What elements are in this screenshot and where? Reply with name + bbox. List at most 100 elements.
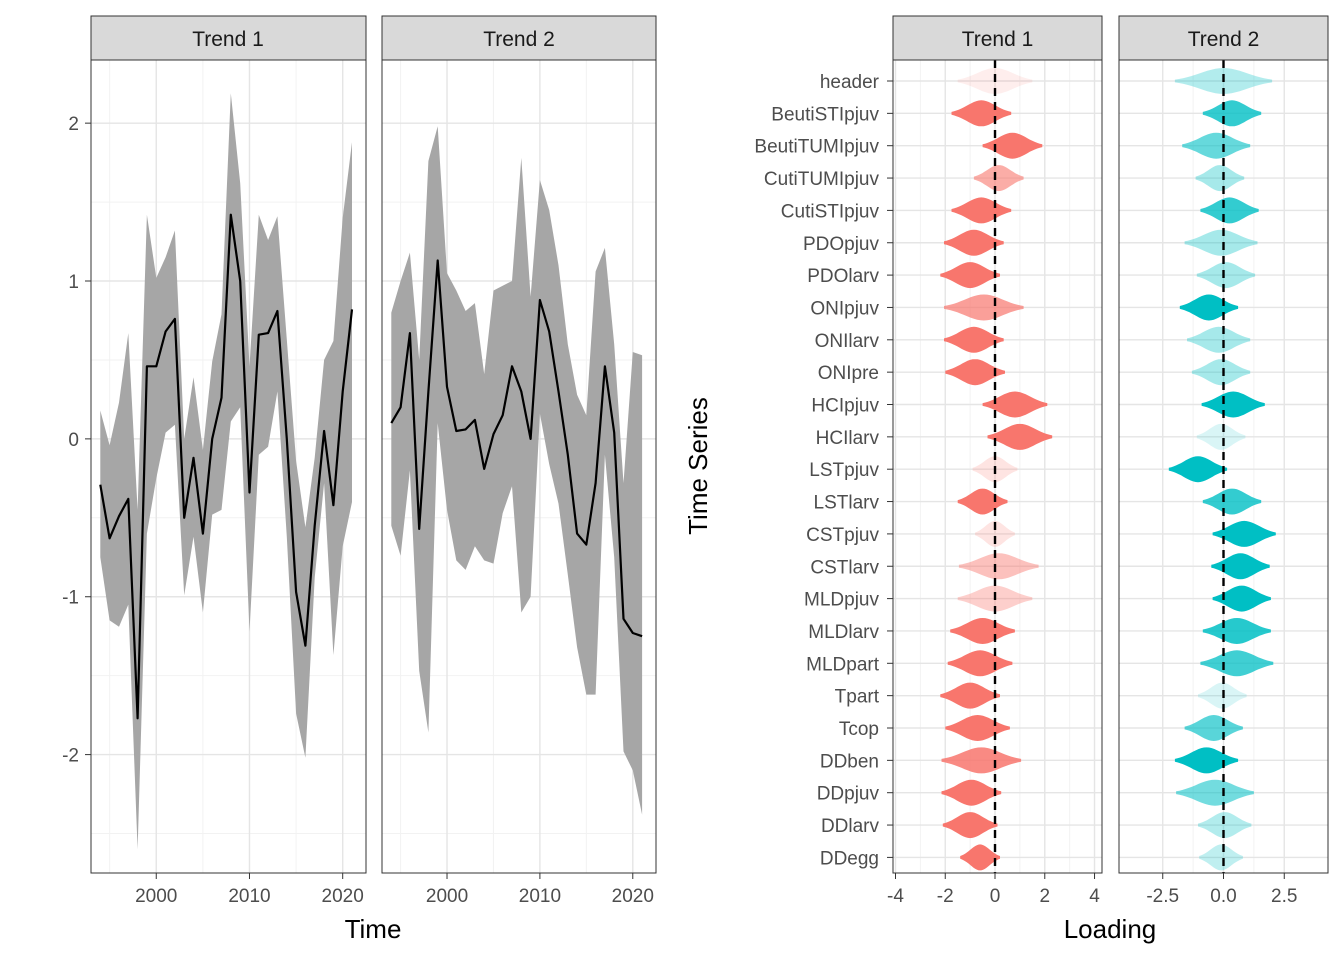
loading-violin-DDpjuv [1176, 779, 1254, 806]
loading-violin-Tpart [940, 682, 1000, 709]
category-label: DDpjuv [817, 784, 880, 805]
category-label: LSTlarv [814, 493, 880, 514]
x-tick-label: -2 [937, 886, 954, 907]
category-label: CutiTUMIpjuv [764, 169, 880, 190]
trends-x-axis-title: Time [345, 914, 402, 944]
loadings-x-axis-title: Loading [1064, 914, 1157, 944]
loading-violin-DDegg [1199, 844, 1243, 871]
loadings-chart: Trend 1 Trend 2 header BeutiSTIpjuv BeutiT… [683, 15, 1329, 944]
loading-violin-CSTpjuv [1212, 520, 1276, 547]
x-tick-label: 2010 [228, 886, 270, 907]
confidence-ribbon [100, 93, 352, 850]
x-tick-label: 0 [990, 886, 1001, 907]
x-tick-label: -4 [887, 886, 904, 907]
loadings-trend2-panel: Trend 2 [1118, 15, 1329, 874]
loadings-trend2-strip-label: Trend 2 [1188, 28, 1260, 51]
loading-violin-CSTlarv [958, 553, 1039, 580]
loading-violin-DDegg [960, 844, 1000, 871]
category-label: MLDpjuv [804, 590, 879, 611]
x-tick-label: 2000 [426, 886, 468, 907]
y-tick-label: 0 [68, 430, 79, 451]
category-label: ONIpre [818, 363, 879, 384]
category-label: CSTlarv [810, 557, 879, 578]
trend2-border [381, 59, 657, 874]
category-label: header [820, 72, 880, 93]
trend-mean-line [390, 259, 643, 638]
category-label: PDOpjuv [803, 234, 880, 255]
loading-violin-BeutiTUMIpjuv [1182, 132, 1251, 159]
x-tick-label: 2020 [322, 886, 364, 907]
loading-violin-DDlarv [942, 812, 998, 839]
loading-violin-MLDpjuv [1212, 585, 1271, 612]
category-label: LSTpjuv [809, 460, 879, 481]
trends-x-axis: 2000 2010 2020 2000 2010 2020 [135, 873, 654, 907]
loading-violin-HCIpjuv [982, 391, 1048, 418]
loading-violin-DDlarv [1198, 812, 1252, 839]
loading-violin-ONIlarv [944, 326, 1004, 353]
category-label: BeutiSTIpjuv [771, 104, 879, 125]
loading-violin-MLDpart [1200, 650, 1274, 677]
x-tick-label: 2020 [612, 886, 654, 907]
category-label: ONIlarv [815, 331, 880, 352]
confidence-ribbon [391, 126, 643, 815]
loading-violin-ONIpre [945, 359, 1005, 386]
loading-violin-ONIlarv [1187, 326, 1251, 353]
loading-violin-HCIlarv [1196, 423, 1246, 450]
loading-violin-CutiTUMIpjuv [973, 165, 1024, 192]
trend2-strip-label: Trend 2 [483, 28, 555, 51]
trend-mean-line [99, 213, 354, 720]
category-label: PDOlarv [807, 266, 879, 287]
category-label: BeutiTUMIpjuv [754, 137, 879, 158]
loadings-trend1-border [892, 59, 1103, 874]
loading-violin-BeutiSTIpjuv [951, 100, 1012, 127]
x-tick-label: 2 [1039, 886, 1050, 907]
loading-violin-PDOlarv [1196, 262, 1256, 289]
y-tick-label: -1 [62, 588, 79, 609]
loading-violin-Tcop [945, 715, 1010, 741]
loading-violin-MLDlarv [1202, 618, 1271, 644]
category-label: MLDlarv [808, 622, 879, 643]
loading-violin-LSTpjuv [1168, 456, 1228, 483]
y-tick-label: 1 [68, 272, 79, 293]
loadings-y-axis: header BeutiSTIpjuv BeutiTUMIpjuv CutiTUMIp… [754, 72, 893, 869]
category-label: CutiSTIpjuv [781, 201, 880, 222]
trend1-border [90, 59, 367, 874]
loading-violin-PDOpjuv [1184, 229, 1258, 256]
y-tick-label: 2 [68, 114, 79, 135]
x-tick-label: 2000 [135, 886, 177, 907]
loadings-trend1-panel: Trend 1 [892, 15, 1103, 874]
category-label: Tcop [839, 719, 879, 740]
loading-violin-CSTlarv [1211, 553, 1270, 580]
trend2-strip [381, 15, 657, 61]
loading-violin-PDOlarv [940, 262, 1000, 289]
category-label: Tpart [835, 687, 880, 708]
loading-violin-DDpjuv [941, 779, 1002, 806]
category-label: DDegg [820, 848, 879, 869]
x-tick-label: 0.0 [1210, 886, 1236, 907]
x-tick-label: -2.5 [1146, 886, 1179, 907]
trend2-panel: Trend 2 [381, 15, 657, 874]
loading-violin-Tcop [1184, 715, 1243, 741]
x-tick-label: 2.5 [1271, 886, 1297, 907]
category-label: MLDpart [806, 654, 880, 675]
loading-violin-CSTpjuv [975, 520, 1015, 547]
loading-violin-HCIlarv [987, 423, 1053, 450]
category-label: DDlarv [821, 816, 880, 837]
loading-violin-MLDlarv [950, 618, 1015, 644]
loading-violin-ONIpre [1191, 359, 1251, 386]
loading-violin-CutiSTIpjuv [1200, 197, 1259, 224]
trends-y-axis: -2 -1 0 1 2 [62, 114, 91, 767]
loading-violin-MLDpart [947, 650, 1013, 677]
category-label: CSTpjuv [806, 525, 879, 546]
loadings-trend2-plot-area [1119, 60, 1328, 873]
category-label: DDben [820, 751, 879, 772]
trend1-strip [90, 15, 367, 61]
y-tick-label: -2 [62, 746, 79, 767]
loading-violin-BeutiSTIpjuv [1202, 100, 1262, 127]
loading-violin-PDOpjuv [944, 229, 1004, 256]
category-label: HCIpjuv [811, 396, 879, 417]
category-label: ONIpjuv [810, 298, 879, 319]
loadings-trend1-strip-label: Trend 1 [962, 28, 1034, 51]
trend1-plot-area [91, 60, 366, 873]
